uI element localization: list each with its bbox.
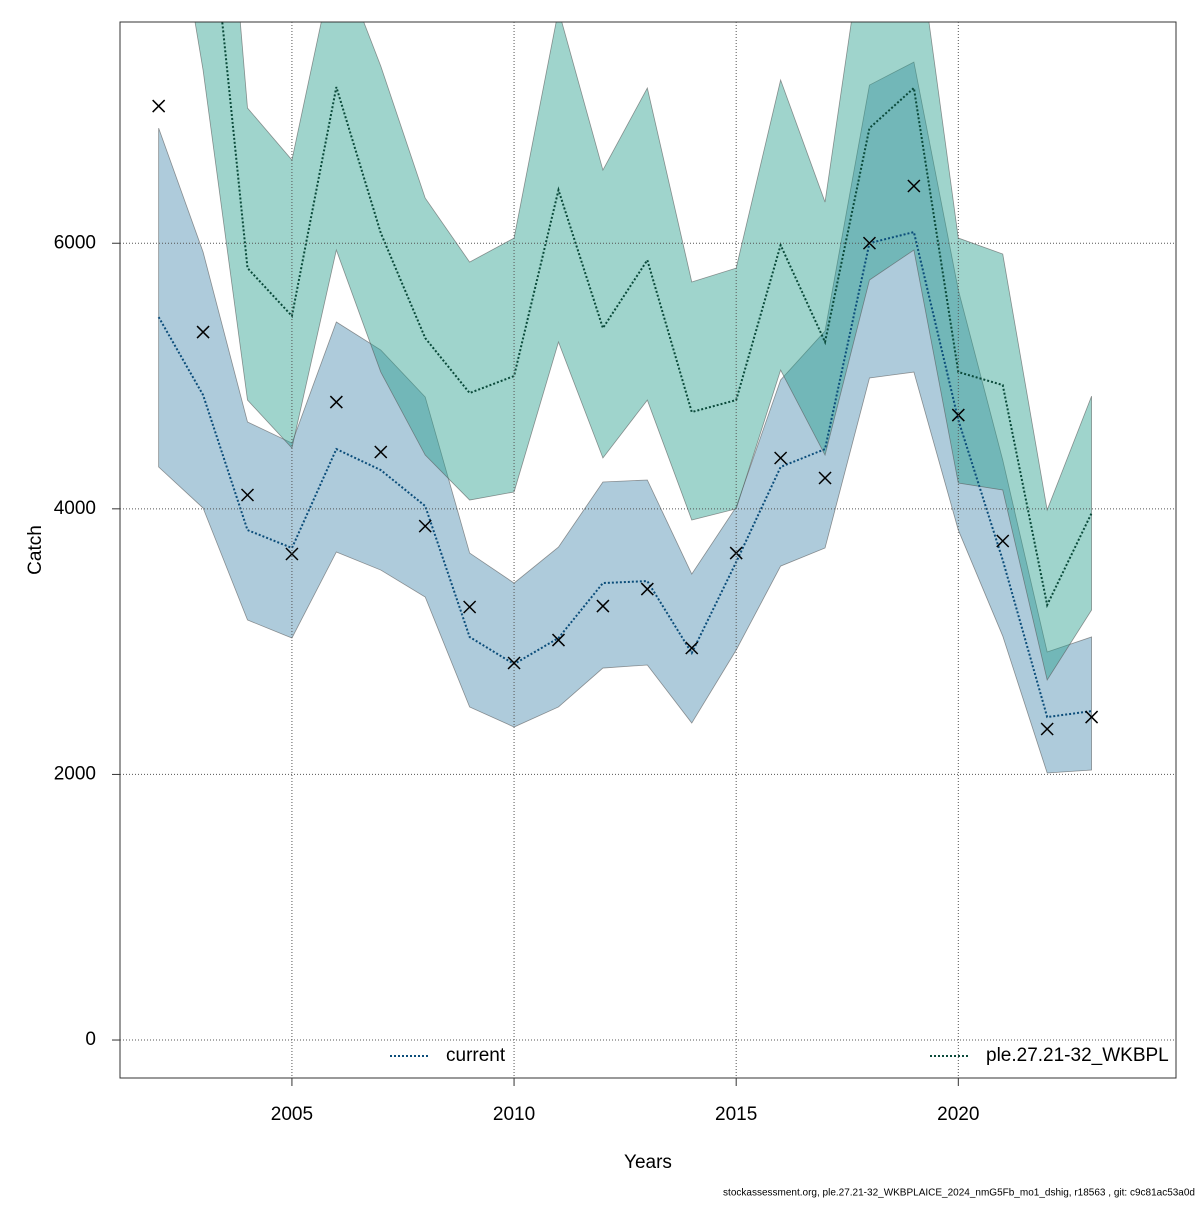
series-line: [221, 22, 1093, 609]
y-tick-label: 0: [85, 1029, 96, 1050]
y-tick-label: 2000: [54, 763, 96, 784]
observation-marker: [996, 534, 1010, 548]
legend-label: current: [446, 1045, 506, 1066]
confidence-band: [194, 22, 1092, 682]
x-tick-label: 2015: [715, 1104, 757, 1125]
y-tick-label: 6000: [54, 232, 96, 253]
x-tick-label: 2005: [271, 1104, 313, 1125]
footer: stockassessment.org, ple.27.21-32_WKBPLA…: [723, 1188, 1195, 1199]
observation-marker: [685, 641, 699, 655]
observation-marker: [196, 325, 210, 339]
x-tick-label: 2020: [937, 1104, 979, 1125]
y-axis-label: Catch: [25, 525, 46, 575]
observation-marker: [907, 179, 921, 193]
observation-marker: [152, 99, 166, 113]
observation-marker: [507, 656, 521, 670]
observation-marker: [329, 395, 343, 409]
observation-marker: [463, 600, 477, 614]
observation-marker: [374, 445, 388, 459]
observation-marker: [1085, 710, 1099, 724]
confidence-band: [158, 61, 1092, 774]
observation-marker: [818, 471, 832, 485]
plot-frame: [119, 21, 1177, 1079]
legend-label: ple.27.21-32_WKBPL: [986, 1045, 1169, 1066]
observation-marker: [640, 582, 654, 596]
x-tick-label: 2010: [493, 1104, 535, 1125]
observation-marker: [1040, 722, 1054, 736]
observation-marker: [240, 488, 255, 502]
observation-marker: [596, 599, 610, 613]
y-tick-label: 4000: [54, 498, 96, 519]
observation-marker: [862, 236, 876, 250]
observation-marker: [774, 451, 788, 465]
x-axis-label: Years: [624, 1152, 672, 1173]
observation-marker: [551, 633, 566, 647]
plot-area: [152, 22, 1099, 774]
series-line: [157, 230, 1092, 719]
observation-marker: [418, 519, 432, 533]
